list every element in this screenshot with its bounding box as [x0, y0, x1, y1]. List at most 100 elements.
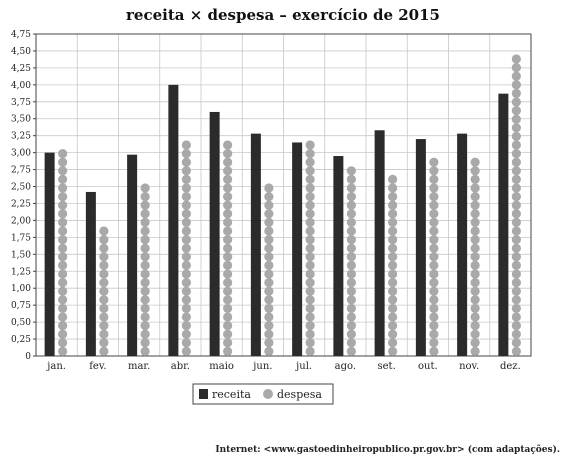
despesa-dot: [305, 149, 315, 159]
bar-receita-jan: [44, 152, 55, 356]
despesa-dot: [181, 174, 191, 184]
despesa-dot: [181, 243, 191, 253]
despesa-dot: [511, 80, 521, 90]
despesa-dot: [264, 260, 274, 270]
despesa-dot: [223, 209, 233, 219]
despesa-dot: [305, 329, 315, 339]
despesa-dot: [511, 166, 521, 176]
despesa-dot: [511, 243, 521, 253]
despesa-dot: [99, 269, 109, 279]
despesa-dot: [388, 183, 398, 193]
despesa-dot: [429, 321, 439, 331]
x-tick-label: out.: [418, 361, 438, 372]
despesa-dot: [181, 183, 191, 193]
despesa-dot: [470, 209, 480, 219]
bar-despesa-out: [429, 157, 439, 356]
despesa-dot: [58, 303, 68, 313]
despesa-dot: [388, 226, 398, 236]
despesa-dot: [470, 260, 480, 270]
despesa-dot: [470, 278, 480, 288]
despesa-dot: [511, 303, 521, 313]
despesa-dot: [181, 278, 191, 288]
bar-receita-jun: [250, 133, 261, 356]
despesa-dot: [58, 217, 68, 227]
despesa-dot: [346, 260, 356, 270]
despesa-dot: [58, 157, 68, 167]
legend-label-despesa: despesa: [277, 388, 322, 401]
x-tick-label: set.: [378, 361, 396, 372]
despesa-dot: [305, 321, 315, 331]
despesa-dot: [305, 303, 315, 313]
y-tick-label: 0,75: [11, 301, 31, 311]
x-tick-label: abr.: [171, 361, 190, 372]
despesa-dot: [388, 174, 398, 184]
despesa-dot: [305, 183, 315, 193]
bar-receita-mar: [127, 154, 138, 356]
despesa-dot: [470, 183, 480, 193]
despesa-dot: [264, 312, 274, 322]
despesa-dot: [181, 321, 191, 331]
legend: receita despesa: [192, 383, 334, 405]
despesa-dot: [223, 269, 233, 279]
despesa-dot: [305, 295, 315, 305]
despesa-dot: [140, 321, 150, 331]
x-tick-label: nov.: [459, 361, 479, 372]
despesa-dot: [140, 346, 150, 356]
despesa-dot: [140, 252, 150, 262]
despesa-dot: [181, 149, 191, 159]
despesa-dot: [346, 226, 356, 236]
bar-despesa-mar: [140, 183, 150, 356]
despesa-dot: [511, 226, 521, 236]
y-tick-label: 1,00: [11, 284, 31, 294]
bar-receita-jul: [292, 142, 303, 356]
despesa-dot: [99, 346, 109, 356]
bars: [44, 54, 521, 357]
despesa-dot: [181, 209, 191, 219]
despesa-dot: [58, 192, 68, 202]
bar-receita-abr: [168, 84, 179, 356]
despesa-dot: [511, 131, 521, 141]
despesa-dot: [140, 329, 150, 339]
despesa-dot: [511, 106, 521, 116]
despesa-dot: [305, 174, 315, 184]
y-tick-label: 3,25: [11, 132, 31, 142]
despesa-dot: [140, 217, 150, 227]
despesa-dot: [388, 252, 398, 262]
despesa-dot: [511, 338, 521, 348]
despesa-dot: [181, 303, 191, 313]
despesa-dot: [181, 346, 191, 356]
despesa-dot: [429, 278, 439, 288]
grid-lines: [36, 34, 531, 356]
despesa-dot: [511, 321, 521, 331]
x-tick-label: fev.: [89, 361, 106, 372]
despesa-dot: [388, 243, 398, 253]
despesa-dot: [388, 269, 398, 279]
despesa-dot: [388, 321, 398, 331]
despesa-dot: [58, 295, 68, 305]
despesa-dot: [429, 209, 439, 219]
despesa-dot: [470, 157, 480, 167]
chart-title: receita × despesa – exercício de 2015: [126, 6, 440, 24]
despesa-dot: [99, 338, 109, 348]
despesa-dot: [346, 174, 356, 184]
despesa-dot: [511, 278, 521, 288]
y-tick-label: 3,50: [11, 115, 31, 125]
bar-receita-out: [415, 139, 426, 356]
despesa-dot: [429, 312, 439, 322]
despesa-dot: [264, 303, 274, 313]
despesa-dot: [511, 269, 521, 279]
y-tick-label: 4,00: [11, 81, 31, 91]
legend-label-receita: receita: [212, 388, 251, 401]
despesa-dot: [388, 329, 398, 339]
despesa-dot: [346, 183, 356, 193]
despesa-dot: [305, 243, 315, 253]
despesa-dot: [346, 286, 356, 296]
despesa-dot: [58, 243, 68, 253]
despesa-dot: [223, 252, 233, 262]
despesa-dot: [429, 157, 439, 167]
despesa-dot: [223, 217, 233, 227]
despesa-dot: [181, 192, 191, 202]
bar-despesa-jul: [305, 140, 315, 356]
despesa-dot: [223, 192, 233, 202]
